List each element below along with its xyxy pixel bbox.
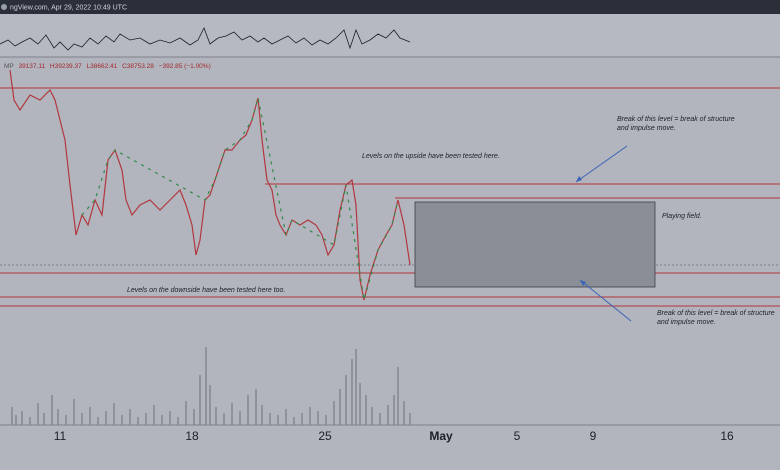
x-axis-label: 11 [54,429,67,443]
logo [1,4,7,10]
playing-field-box [414,201,656,288]
x-axis-label: 16 [720,429,734,443]
ohlc-symbol: MP [4,63,14,70]
ohlc-open: 39137.11 [18,63,45,70]
x-axis-label: 18 [185,429,199,443]
ohlc-change: −392.85 (−1.00%) [159,63,211,70]
ohlc-low: L38662.41 [87,63,118,70]
volume-bars [11,347,411,425]
annotation: Levels on the downside have been tested … [127,287,285,294]
price-series-up [81,97,399,301]
price-series [9,69,411,301]
ohlc-high: H39239.37 [50,63,82,70]
oscillator-panel [0,14,780,57]
header-source: ngView.com, Apr 29, 2022 10:49 UTC [10,4,127,11]
x-axis-label: 5 [514,429,521,443]
ohlc-line: MP 39137.11 H39239.37 L38662.41 C38753.2… [4,63,211,70]
x-axis-label: May [429,429,453,443]
annotation: Break of this level = break of structure [657,310,775,317]
x-axis-label: 25 [318,429,332,443]
arrow [575,145,628,183]
arrow-head [580,280,586,286]
annotation: Levels on the upside have been tested he… [362,153,500,160]
annotation: Break of this level = break of structure [617,116,735,123]
arrow [579,279,632,322]
annotation: and impulse move. [657,319,716,326]
annotation: Playing field. [662,213,702,220]
top-bar [0,0,780,14]
arrow-head [576,176,582,182]
oscillator-line [0,27,411,51]
ohlc-close: C38753.28 [122,63,154,70]
annotation: and impulse move. [617,125,676,132]
x-axis-label: 9 [590,429,597,443]
